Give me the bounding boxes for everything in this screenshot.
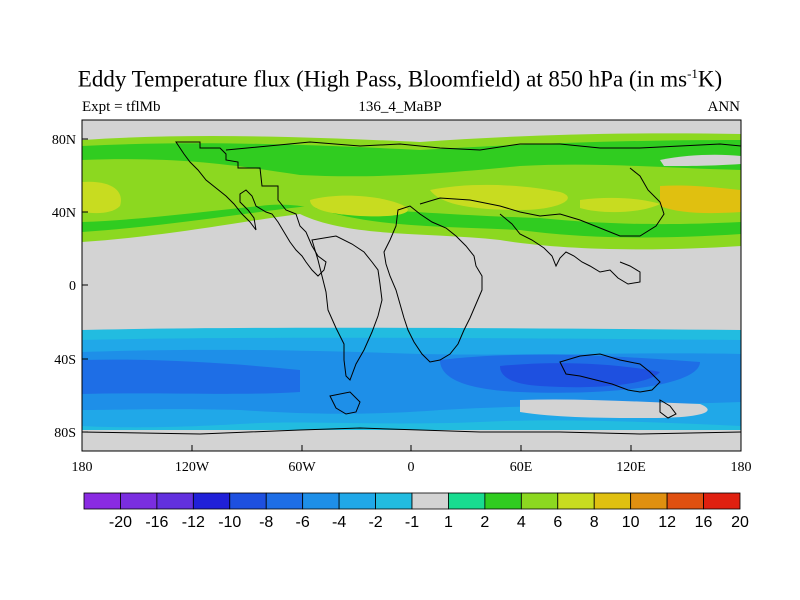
eurasia-south-coast	[419, 167, 665, 237]
antarctic-zero-band	[82, 430, 741, 451]
colorbar-box	[411, 492, 449, 510]
colorbar-box	[265, 492, 304, 510]
colorbar-box	[666, 492, 704, 510]
africa-coast	[383, 205, 483, 363]
arctic-coast	[225, 141, 741, 151]
colorbar-labels: -20 -16 -12 -10 -8 -6 -4 -2 -1 1 2 4 6 8 10 12 16 20	[109, 514, 749, 531]
colorbar-label: -20	[109, 514, 132, 531]
title-tail: K)	[697, 66, 723, 92]
sh-core-indian-max	[500, 363, 660, 388]
colorbar-box	[375, 492, 413, 510]
colorbar-label: -16	[145, 514, 168, 531]
colorbar-box	[229, 492, 267, 510]
season-label: ANN	[707, 99, 741, 115]
map-field	[82, 120, 741, 451]
nh-gap	[660, 154, 741, 166]
nh-core-pacific-east	[660, 185, 741, 214]
colorbar-label: -6	[296, 514, 310, 531]
north-america-coast	[175, 141, 327, 277]
colorbar-boxes	[83, 492, 741, 510]
colorbar-box	[192, 492, 231, 510]
colorbar-label: -2	[368, 514, 382, 531]
colorbar-label: 1	[444, 514, 453, 531]
colorbar-label: -1	[405, 514, 419, 531]
colorbar-box	[83, 492, 121, 510]
colorbar-label: 16	[695, 514, 713, 531]
coastlines	[82, 141, 741, 435]
run-id-label: 136_4_MaBP	[358, 99, 442, 115]
colorbar-box	[593, 492, 632, 510]
colorbar-box	[484, 492, 522, 510]
colorbar-label: 6	[553, 514, 562, 531]
south-asia-coast	[499, 213, 641, 285]
plot-title: Eddy Temperature flux (High Pass, Bloomf…	[0, 66, 800, 93]
lon-label-180e: 180	[731, 460, 752, 475]
lon-label-60w: 60W	[288, 460, 316, 475]
nh-core-atlantic	[310, 195, 408, 217]
lon-label-120e: 120E	[616, 460, 646, 475]
lat-axis-labels: 80N 40N 0 40S 80S	[52, 133, 76, 441]
colorbar-box	[557, 492, 595, 510]
colorbar-box	[448, 492, 486, 510]
lon-label-180w: 180	[72, 460, 93, 475]
lon-label-0: 0	[408, 460, 415, 475]
lat-label-40n: 40N	[52, 206, 76, 221]
title-main: Eddy Temperature flux (High Pass, Bloomf…	[77, 66, 688, 92]
title-superscript: -1	[687, 66, 698, 81]
colorbar-box	[703, 492, 741, 510]
lat-label-80n: 80N	[52, 133, 76, 148]
colorbar-box	[520, 492, 559, 510]
sh-core-pacific	[82, 359, 300, 394]
colorbar-label: 20	[731, 514, 749, 531]
australia-coast	[559, 353, 661, 393]
lon-axis-labels: 180 120W 60W 0 60E 120E 180	[72, 460, 752, 475]
colorbar-label: 10	[622, 514, 640, 531]
new-zealand-coast	[659, 399, 677, 419]
nh-core-eurasia	[430, 184, 568, 210]
colorbar-label: -10	[218, 514, 241, 531]
colorbar-label: -4	[332, 514, 346, 531]
scotia-island-coast	[329, 391, 361, 415]
nh-band-6	[82, 159, 741, 225]
experiment-label: Expt = tflMb	[82, 99, 161, 115]
lat-label-80s: 80S	[54, 426, 76, 441]
colorbar-label: -12	[182, 514, 205, 531]
colorbar-label: 12	[658, 514, 676, 531]
colorbar-box	[630, 492, 668, 510]
lat-label-40s: 40S	[54, 353, 76, 368]
colorbar-box	[338, 492, 376, 510]
lat-label-0: 0	[69, 279, 76, 294]
nh-core-pacific	[82, 181, 121, 214]
colorbar-label: -8	[259, 514, 273, 531]
nh-core-asia	[580, 197, 660, 213]
lon-label-60e: 60E	[510, 460, 533, 475]
colorbar-box	[156, 492, 194, 510]
colorbar-label: 2	[480, 514, 489, 531]
lon-label-120w: 120W	[175, 460, 210, 475]
antarctica-coast	[82, 427, 741, 435]
colorbar-box	[302, 492, 340, 510]
colorbar-label: 8	[590, 514, 599, 531]
sh-gap-southern	[520, 399, 708, 418]
map-ticks	[81, 138, 742, 451]
colorbar-label: 4	[517, 514, 526, 531]
colorbar: -20 -16 -12 -10 -8 -6 -4 -2 -1 1 2 4 6 8 10 12 16 20	[83, 492, 749, 531]
colorbar-box	[120, 492, 158, 510]
south-america-coast	[311, 235, 383, 381]
